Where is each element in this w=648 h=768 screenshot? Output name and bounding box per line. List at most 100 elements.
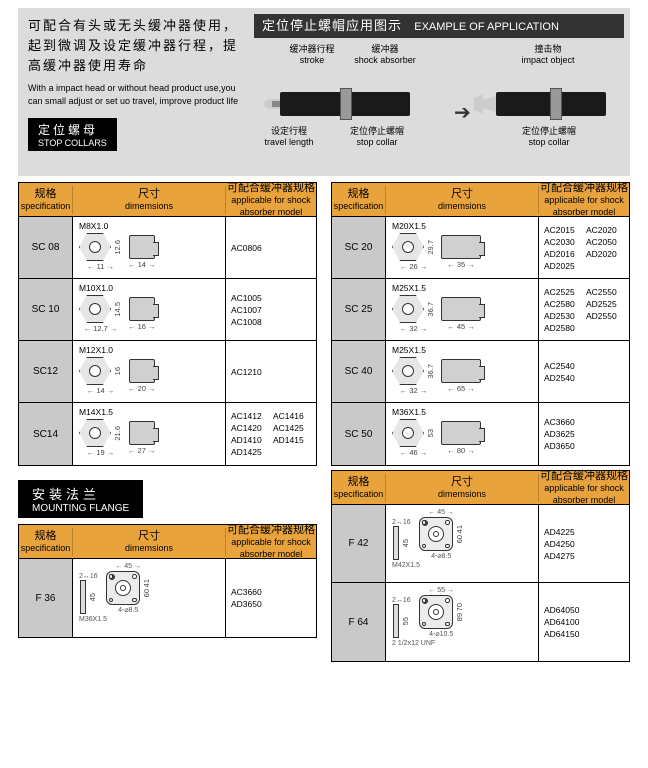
diagram-label-travel: 设定行程travel length [254,126,324,148]
dimension-drawing: M12X1.0 16 ← 14 → ← 20 → [73,341,226,402]
table-row: SC14 M14X1.5 21.6 ← 19 → ← 27 → AC1412AC… [19,403,316,465]
dim-height: 16 [113,367,122,375]
dim-side: ← 35 → [447,260,475,269]
dimension-drawing: 2↔16 45 ← 45 → [73,559,226,637]
flange-section: 安装法兰 MOUNTING FLANGE 规格specification 尺寸d… [0,466,648,662]
spec-name: SC 10 [19,279,73,340]
col-header-app: 可配合缓冲器规格applicable for shock absorber mo… [539,468,629,508]
applicable-models: AD4225AD4250AD4275 [539,505,629,582]
applicable-models: AC1210 [226,341,316,402]
table-header: 规格specification 尺寸dimemsions 可配合缓冲器规格app… [18,182,317,216]
thread-label: M20X1.5 [392,221,532,231]
flange-front-icon [106,571,140,605]
diagram-label-absorber: 缓冲器shock absorber [350,44,420,66]
dim-width: ← 46 → [400,448,428,457]
dim-bolt: 4-⌀8.5 [431,552,451,560]
col-header-spec: 规格specification [332,186,386,214]
applicable-models: AC0806 [226,217,316,278]
dim-side: ← 16 → [128,322,156,331]
applicable-models: AC1005AC1007AC1008 [226,279,316,340]
dim-height: 45 [88,593,97,601]
section-tab-cn: 定位螺母 [38,121,107,138]
col-header-app: 可配合缓冲器规格applicable for shock absorber mo… [226,522,316,562]
dim-height: 12.6 [113,240,122,255]
dimension-drawing: M8X1.0 12.6 ← 11 → ← 14 → [73,217,226,278]
diagram-label-impact: 撞击物impact object [508,44,588,66]
spec-name: SC12 [19,341,73,402]
diagram-label-collar-2: 定位停止螺帽stop collar [504,126,594,148]
stop-collar-tables: 规格specification 尺寸dimemsions 可配合缓冲器规格app… [0,182,648,466]
spec-name: F 64 [332,583,386,661]
spec-name: SC 20 [332,217,386,278]
dim-height: 36.7 [426,364,435,379]
spec-name: SC 40 [332,341,386,402]
nut-side-icon [129,421,155,445]
diagram-arrow-icon: ➔ [454,100,471,125]
dimension-drawing: M20X1.5 29.7 ← 26 → ← 35 → [386,217,539,278]
intro-text-en: With a impact head or without head produ… [28,82,248,108]
hex-nut-icon [79,357,111,385]
col-header-app: 可配合缓冲器规格applicable for shock absorber mo… [539,180,629,220]
dim-side: ← 65 → [447,384,475,393]
spec-name: SC14 [19,403,73,465]
flange-right-col: 规格specification 尺寸dimemsions 可配合缓冲器规格app… [331,466,630,662]
table-row: SC 50 M36X1.5 53 ← 46 → ← 80 → AC3660AD3… [332,403,629,465]
dim-side: ← 27 → [128,446,156,455]
col-header-dim: 尺寸dimemsions [73,528,226,556]
col-header-dim: 尺寸dimemsions [386,474,539,502]
table-row: F 42 2↔16 45 ← 45 → [332,505,629,583]
table-row: F 36 2↔16 45 ← 45 → [19,559,316,637]
dim-width: ← 26 → [400,262,428,271]
dim-side: ← 80 → [447,446,475,455]
spec-name: SC 08 [19,217,73,278]
dim-height: 21.6 [113,426,122,441]
section-tab-stop-collars: 定位螺母 STOP COLLARS [28,118,117,151]
hex-nut-icon [79,295,111,323]
nut-side-icon [129,297,155,321]
dim-height: 53 [426,429,435,437]
dim-h: 89 [455,613,464,621]
dim-side: ← 45 → [115,563,141,570]
flange-side-icon [393,526,399,560]
mount-tab-en: MOUNTING FLANGE [32,503,129,514]
dim-bolt: 4-⌀8.5 [118,606,138,614]
dim-side: ← 45 → [428,509,454,516]
dim-width: ← 19 → [87,448,115,457]
table-row: SC 10 M10X1.0 14.5 ← 12.7 → ← 16 → AC100… [19,279,316,341]
example-title-en: EXAMPLE OF APPLICATION [414,21,559,33]
thread-label: M36X1.5 [79,616,219,623]
diagram-label-stroke: 缓冲器行程stroke [282,44,342,66]
stop-collar-table-left: 规格specification 尺寸dimemsions 可配合缓冲器规格app… [18,182,317,466]
dim-side: ← 20 → [128,384,156,393]
nut-side-icon [441,359,481,383]
applicable-models: AC2540AD2540 [539,341,629,402]
dim-height: 14.5 [113,302,122,317]
table-header: 规格specification 尺寸dimemsions 可配合缓冲器规格app… [331,470,630,504]
hex-nut-icon [392,295,424,323]
dim-h: 60 [455,535,464,543]
dimension-drawing: M36X1.5 53 ← 46 → ← 80 → [386,403,539,465]
diagram-collar-2 [550,88,562,120]
section-tab-en: STOP COLLARS [38,138,107,148]
thread-label: M14X1.5 [79,407,219,417]
col-header-spec: 规格specification [19,528,73,556]
spec-name: F 42 [332,505,386,582]
table-row: SC 08 M8X1.0 12.6 ← 11 → ← 14 → AC0806 [19,217,316,279]
dim-height: 55 [401,617,410,625]
dimension-drawing: M25X1.5 36.7 ← 32 → ← 45 → [386,279,539,340]
dim-bolt: 4-⌀10.5 [429,630,453,638]
table-header: 规格specification 尺寸dimemsions 可配合缓冲器规格app… [331,182,630,216]
thread-label: M42X1.5 [392,562,532,569]
dimension-drawing: M25X1.5 36.7 ← 32 → ← 65 → [386,341,539,402]
section-tab-mounting-flange: 安装法兰 MOUNTING FLANGE [18,480,143,518]
flange-side-icon [393,604,399,638]
table-row: F 64 2↔16 55 ← 55 → [332,583,629,661]
nut-side-icon [441,297,481,321]
dimension-drawing: M10X1.0 14.5 ← 12.7 → ← 16 → [73,279,226,340]
dim-height: 45 [401,539,410,547]
dim-side: ← 45 → [447,322,475,331]
hex-nut-icon [392,357,424,385]
thread-label: M10X1.0 [79,283,219,293]
dimension-drawing: 2↔16 45 ← 45 → [386,505,539,582]
nut-side-icon [441,421,481,445]
